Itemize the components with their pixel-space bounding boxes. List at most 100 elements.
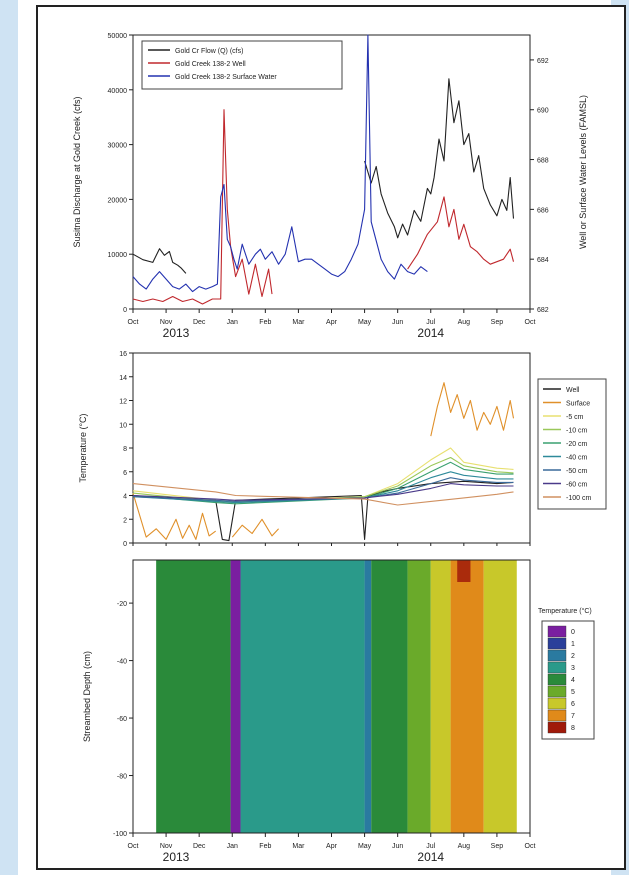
heatmap-cell-column	[371, 560, 408, 833]
colorbar-swatch	[547, 625, 567, 638]
temperature-series-line	[132, 483, 514, 506]
colorbar-swatch	[547, 649, 567, 662]
x-tick-label: Feb	[259, 843, 271, 850]
x-tick-label: Dec	[193, 843, 206, 850]
x-tick-label: Apr	[326, 843, 338, 850]
y-tick-label: 4	[123, 494, 127, 501]
colorbar-swatch	[547, 697, 567, 710]
x-tick-label: Jul	[426, 843, 435, 850]
discharge-series-line	[407, 196, 515, 270]
discharge-series-line	[132, 109, 273, 305]
colorbar-level-label: 3	[571, 665, 575, 672]
x-tick-label: Jan	[227, 843, 238, 850]
y-tick-label: 8	[123, 446, 127, 453]
heatmap-cell-column	[364, 560, 372, 833]
colorbar-swatch	[547, 685, 567, 698]
legend-label: Well	[566, 387, 580, 394]
legend-label: -5 cm	[566, 414, 584, 421]
temperature-series-line	[132, 461, 514, 505]
temperature-legend-box	[537, 378, 607, 510]
y-tick-label: -80	[117, 774, 127, 781]
colorbar-swatch	[547, 637, 567, 650]
temperature-series-line	[132, 447, 514, 502]
temperature-series-line	[132, 456, 514, 504]
depth-y-axis-label: Streambed Depth (cm)	[82, 651, 92, 742]
temperature-y-axis-label: Temperature (°C)	[78, 413, 88, 482]
legend-label: -20 cm	[566, 441, 588, 448]
temperature-series-line	[430, 382, 515, 437]
colorbar-level-label: 5	[571, 689, 575, 696]
discharge-legend-box	[141, 40, 343, 90]
colorbar-swatch	[547, 721, 567, 734]
water-level-y-axis-label: Well or Surface Water Levels (FAMSL)	[578, 95, 588, 249]
x-tick-label: Feb	[259, 319, 271, 326]
x-tick-label: Oct	[525, 843, 536, 850]
x-tick-label: Jun	[392, 843, 403, 850]
year-label: 2014	[417, 326, 444, 340]
legend-label: -60 cm	[566, 482, 588, 489]
heatmap-cell-column	[240, 560, 365, 833]
colorbar-level-label: 4	[571, 677, 575, 684]
y2-tick-label: 688	[537, 158, 549, 165]
y2-tick-label: 682	[537, 307, 549, 314]
heatmap-cell-column	[483, 560, 517, 833]
x-tick-label: Oct	[128, 319, 139, 326]
y-tick-label: 50000	[108, 33, 128, 40]
year-label: 2013	[163, 326, 190, 340]
discharge-series-line	[132, 248, 187, 274]
legend-label: Gold Creek 138-2 Surface Water	[175, 74, 277, 81]
discharge-y-axis-label: Susitna Discharge at Gold Creek (cfs)	[72, 96, 82, 247]
legend-label: -40 cm	[566, 455, 588, 462]
y-tick-label: 12	[119, 399, 127, 406]
x-tick-label: Aug	[458, 319, 471, 326]
y-tick-label: -60	[117, 716, 127, 723]
x-tick-label: Aug	[458, 843, 471, 850]
y-tick-label: 6	[123, 470, 127, 477]
x-tick-label: Sep	[491, 843, 504, 850]
colorbar-swatch	[547, 673, 567, 686]
temperature-series-line	[132, 492, 217, 540]
temperature-series-line	[231, 518, 280, 538]
temperature-series-line	[132, 480, 514, 542]
y-tick-label: 0	[123, 307, 127, 314]
y-tick-label: -100	[113, 831, 127, 838]
x-tick-label: Apr	[326, 319, 338, 326]
x-tick-label: Nov	[160, 843, 173, 850]
year-label: 2014	[417, 850, 444, 864]
y-tick-label: 0	[123, 541, 127, 548]
y-tick-label: 20000	[108, 197, 128, 204]
temperature-series-line	[132, 471, 514, 504]
heatmap-warm-patch	[457, 560, 471, 582]
x-tick-label: Jun	[392, 319, 403, 326]
x-tick-label: Dec	[193, 319, 206, 326]
heatmap-cell-column	[407, 560, 431, 833]
legend-label: -10 cm	[566, 428, 588, 435]
y2-tick-label: 684	[537, 257, 549, 264]
x-tick-label: Oct	[525, 319, 536, 326]
figure-panel: Oct Nov Dec Jan Feb Mar Apr May Jun Jul Aug Sep Oct 2…	[36, 5, 626, 870]
heatmap-cell-column	[450, 560, 484, 833]
x-tick-label: Nov	[160, 319, 173, 326]
x-tick-label: Oct	[128, 843, 139, 850]
discharge-series-line	[364, 78, 515, 239]
x-tick-label: Jan	[227, 319, 238, 326]
heatmap-cell-column	[430, 560, 451, 833]
colorbar-level-label: 2	[571, 653, 575, 660]
x-tick-label: Mar	[292, 843, 305, 850]
colorbar-level-label: 7	[571, 713, 575, 720]
colorbar-swatch	[547, 709, 567, 722]
y-tick-label: 40000	[108, 88, 128, 95]
x-tick-label: May	[358, 319, 372, 326]
y2-tick-label: 692	[537, 58, 549, 65]
y-tick-label: 30000	[108, 143, 128, 150]
y-tick-label: 16	[119, 351, 127, 358]
colorbar-level-label: 0	[571, 629, 575, 636]
y-tick-label: 10000	[108, 252, 128, 259]
legend-label: -50 cm	[566, 468, 588, 475]
y-tick-label: 14	[119, 375, 127, 382]
x-tick-label: Sep	[491, 319, 504, 326]
y-tick-label: 2	[123, 517, 127, 524]
heatmap-cell-column	[230, 560, 241, 833]
x-tick-label: Mar	[292, 319, 305, 326]
